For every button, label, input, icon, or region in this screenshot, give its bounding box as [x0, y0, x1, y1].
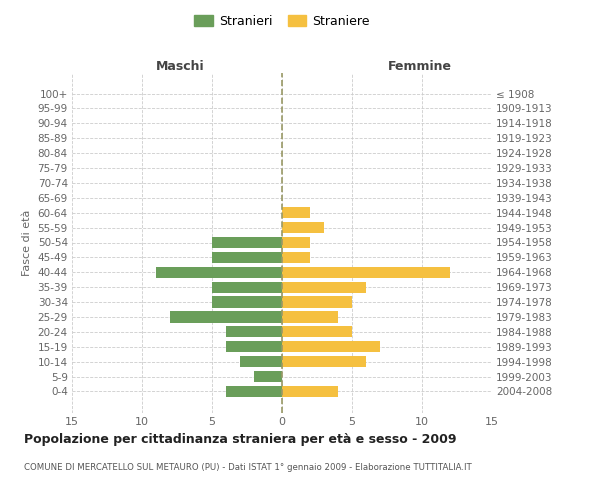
Bar [282, 282, 366, 293]
Bar [282, 326, 352, 338]
Bar [282, 312, 338, 322]
Bar [240, 356, 282, 368]
Bar [282, 266, 450, 278]
Bar [282, 296, 352, 308]
Legend: Stranieri, Straniere: Stranieri, Straniere [190, 11, 374, 32]
Bar [212, 237, 282, 248]
Bar [156, 266, 282, 278]
Bar [282, 222, 324, 233]
Bar [282, 386, 338, 397]
Bar [212, 282, 282, 293]
Bar [212, 252, 282, 263]
Bar [212, 296, 282, 308]
Bar [254, 371, 282, 382]
Bar [282, 237, 310, 248]
Bar [170, 312, 282, 322]
Bar [282, 252, 310, 263]
Bar [226, 341, 282, 352]
Bar [226, 326, 282, 338]
Bar [226, 386, 282, 397]
Text: Popolazione per cittadinanza straniera per età e sesso - 2009: Popolazione per cittadinanza straniera p… [24, 432, 457, 446]
Y-axis label: Fasce di età: Fasce di età [22, 210, 32, 276]
Bar [282, 341, 380, 352]
Bar [282, 207, 310, 218]
Text: Maschi: Maschi [155, 60, 205, 72]
Text: Femmine: Femmine [388, 60, 452, 72]
Text: COMUNE DI MERCATELLO SUL METAURO (PU) - Dati ISTAT 1° gennaio 2009 - Elaborazion: COMUNE DI MERCATELLO SUL METAURO (PU) - … [24, 462, 472, 471]
Bar [282, 356, 366, 368]
